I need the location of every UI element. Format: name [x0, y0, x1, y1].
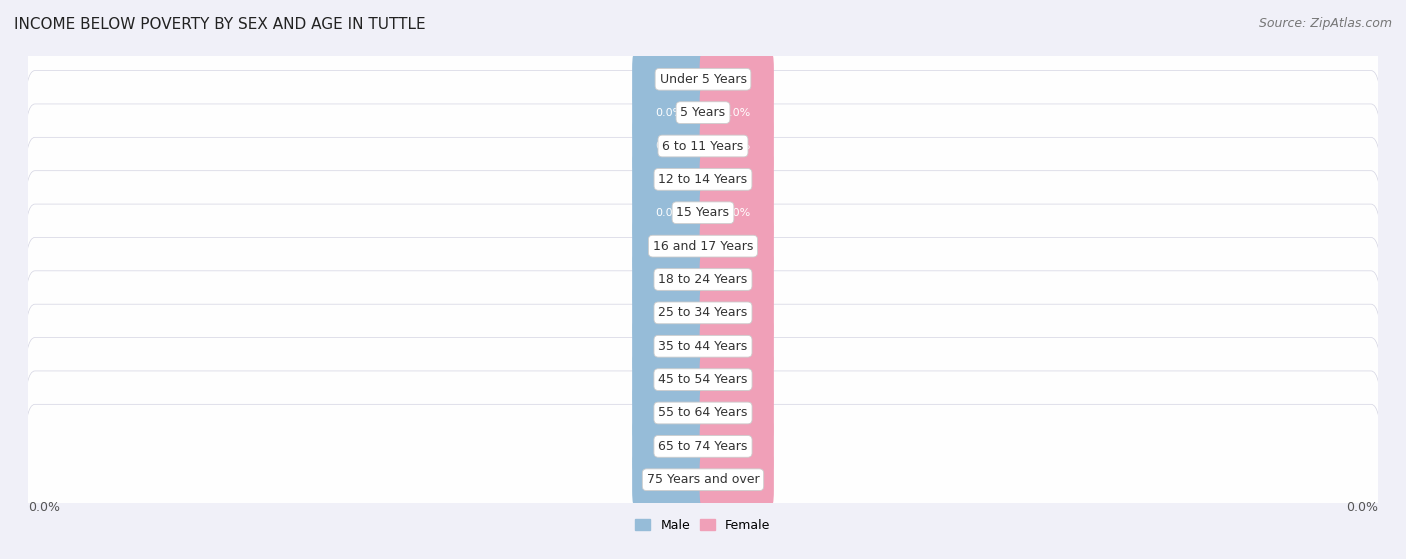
FancyBboxPatch shape [25, 104, 1381, 255]
Text: 0.0%: 0.0% [655, 241, 683, 251]
FancyBboxPatch shape [700, 285, 773, 341]
Text: 0.0%: 0.0% [723, 174, 751, 184]
Text: 0.0%: 0.0% [723, 475, 751, 485]
FancyBboxPatch shape [633, 252, 706, 307]
FancyBboxPatch shape [25, 138, 1381, 288]
FancyBboxPatch shape [25, 271, 1381, 421]
Text: 0.0%: 0.0% [655, 442, 683, 451]
FancyBboxPatch shape [25, 170, 1381, 321]
FancyBboxPatch shape [633, 352, 706, 408]
Text: 0.0%: 0.0% [723, 408, 751, 418]
FancyBboxPatch shape [700, 452, 773, 508]
Text: 0.0%: 0.0% [723, 208, 751, 218]
FancyBboxPatch shape [633, 84, 706, 141]
Text: 0.0%: 0.0% [655, 174, 683, 184]
Text: 0.0%: 0.0% [655, 375, 683, 385]
Text: 45 to 54 Years: 45 to 54 Years [658, 373, 748, 386]
Text: 18 to 24 Years: 18 to 24 Years [658, 273, 748, 286]
FancyBboxPatch shape [700, 385, 773, 441]
FancyBboxPatch shape [700, 184, 773, 241]
Text: Under 5 Years: Under 5 Years [659, 73, 747, 86]
Text: 0.0%: 0.0% [655, 74, 683, 84]
FancyBboxPatch shape [700, 218, 773, 274]
Text: 0.0%: 0.0% [723, 308, 751, 318]
Text: 0.0%: 0.0% [723, 375, 751, 385]
FancyBboxPatch shape [25, 204, 1381, 355]
Text: 0.0%: 0.0% [655, 408, 683, 418]
FancyBboxPatch shape [700, 318, 773, 375]
Text: Source: ZipAtlas.com: Source: ZipAtlas.com [1258, 17, 1392, 30]
FancyBboxPatch shape [25, 238, 1381, 389]
FancyBboxPatch shape [700, 151, 773, 207]
Text: 5 Years: 5 Years [681, 106, 725, 119]
Text: 0.0%: 0.0% [723, 141, 751, 151]
Text: 15 Years: 15 Years [676, 206, 730, 219]
Text: 25 to 34 Years: 25 to 34 Years [658, 306, 748, 319]
FancyBboxPatch shape [633, 452, 706, 508]
FancyBboxPatch shape [700, 252, 773, 307]
Text: 0.0%: 0.0% [723, 74, 751, 84]
Text: 0.0%: 0.0% [655, 208, 683, 218]
FancyBboxPatch shape [633, 385, 706, 441]
FancyBboxPatch shape [633, 418, 706, 475]
Text: 6 to 11 Years: 6 to 11 Years [662, 140, 744, 153]
Text: 0.0%: 0.0% [723, 341, 751, 351]
FancyBboxPatch shape [25, 70, 1381, 221]
Text: 12 to 14 Years: 12 to 14 Years [658, 173, 748, 186]
FancyBboxPatch shape [633, 184, 706, 241]
Text: 65 to 74 Years: 65 to 74 Years [658, 440, 748, 453]
Text: 0.0%: 0.0% [1346, 501, 1378, 514]
Text: 0.0%: 0.0% [655, 141, 683, 151]
Text: INCOME BELOW POVERTY BY SEX AND AGE IN TUTTLE: INCOME BELOW POVERTY BY SEX AND AGE IN T… [14, 17, 426, 32]
FancyBboxPatch shape [25, 404, 1381, 555]
FancyBboxPatch shape [25, 304, 1381, 455]
FancyBboxPatch shape [633, 318, 706, 375]
FancyBboxPatch shape [700, 418, 773, 475]
FancyBboxPatch shape [633, 218, 706, 274]
Text: 16 and 17 Years: 16 and 17 Years [652, 240, 754, 253]
FancyBboxPatch shape [700, 51, 773, 107]
Text: 0.0%: 0.0% [655, 108, 683, 117]
Text: 0.0%: 0.0% [655, 475, 683, 485]
Legend: Male, Female: Male, Female [630, 514, 776, 537]
Text: 0.0%: 0.0% [655, 274, 683, 285]
Text: 0.0%: 0.0% [655, 341, 683, 351]
Text: 0.0%: 0.0% [723, 274, 751, 285]
Text: 0.0%: 0.0% [723, 241, 751, 251]
FancyBboxPatch shape [25, 4, 1381, 155]
FancyBboxPatch shape [700, 352, 773, 408]
FancyBboxPatch shape [25, 338, 1381, 489]
FancyBboxPatch shape [633, 51, 706, 107]
Text: 35 to 44 Years: 35 to 44 Years [658, 340, 748, 353]
FancyBboxPatch shape [700, 118, 773, 174]
Text: 0.0%: 0.0% [28, 501, 60, 514]
Text: 75 Years and over: 75 Years and over [647, 473, 759, 486]
FancyBboxPatch shape [25, 37, 1381, 188]
Text: 0.0%: 0.0% [655, 308, 683, 318]
FancyBboxPatch shape [700, 84, 773, 141]
FancyBboxPatch shape [633, 151, 706, 207]
FancyBboxPatch shape [633, 118, 706, 174]
FancyBboxPatch shape [25, 371, 1381, 522]
FancyBboxPatch shape [633, 285, 706, 341]
Text: 0.0%: 0.0% [723, 442, 751, 451]
Text: 55 to 64 Years: 55 to 64 Years [658, 406, 748, 419]
Text: 0.0%: 0.0% [723, 108, 751, 117]
